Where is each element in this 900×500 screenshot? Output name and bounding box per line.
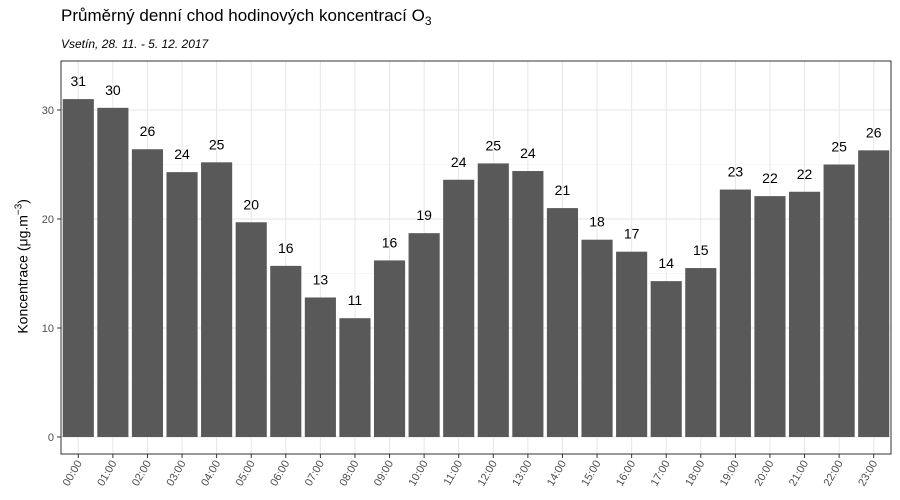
bar [201,162,233,437]
data-label: 23 [728,164,744,180]
data-label: 24 [520,145,536,161]
bar [754,196,786,437]
data-label: 18 [589,214,605,230]
data-label: 16 [278,240,294,256]
x-tick-label: 12:00 [476,458,500,488]
y-tick-label: 10 [42,323,54,335]
x-tick-label: 15:00 [579,459,603,489]
x-tick-label: 05:00 [234,459,258,489]
x-tick-label: 11:00 [442,459,466,488]
y-tick-label: 20 [42,214,54,226]
x-tick-label: 02:00 [130,459,154,489]
bar [685,268,717,437]
data-label: 22 [797,166,813,182]
bar [581,239,613,437]
bar [512,171,544,438]
data-label: 20 [243,196,259,212]
data-label: 21 [555,182,571,198]
x-tick-label: 08:00 [337,459,361,489]
bar [235,222,267,437]
x-tick-label: 09:00 [372,459,396,489]
bar [62,99,94,437]
data-label: 22 [762,170,778,186]
bar [616,251,648,437]
bar [131,149,164,438]
bar [788,191,821,437]
plot-border [60,60,892,455]
data-label: 25 [831,139,847,155]
data-label: 30 [105,82,121,98]
x-tick-label: 16:00 [614,459,638,489]
bar [650,281,682,437]
x-tick-label: 04:00 [199,459,223,489]
bar [97,107,129,437]
bar [858,150,890,437]
x-tick-label: 01:00 [95,459,119,489]
data-label: 14 [658,255,674,271]
bar [719,189,751,437]
data-label: 25 [209,136,225,152]
bar [304,297,336,437]
x-tick-label: 06:00 [268,459,292,489]
data-label: 31 [71,73,87,89]
bar [443,179,475,437]
x-tick-label: 07:00 [303,459,327,489]
x-tick-label: 14:00 [545,459,569,489]
x-tick-label: 19:00 [718,459,742,489]
plot-panel [61,61,891,454]
bar [823,164,855,437]
data-label: 26 [140,123,156,139]
x-tick-label: 23:00 [856,459,880,489]
data-label: 25 [486,137,502,153]
bar [339,318,371,437]
bar [408,233,440,437]
bar [166,172,198,437]
x-tick-label: 18:00 [683,459,707,489]
x-tick-label: 17:00 [649,459,673,489]
x-tick-label: 13:00 [510,459,534,489]
x-tick-label: 00:00 [61,459,85,489]
data-label: 11 [348,292,363,308]
bar [270,265,302,437]
x-tick-label: 22:00 [822,459,846,489]
x-tick-label: 21:00 [787,459,811,489]
x-tick-label: 20:00 [752,459,776,489]
chart-subtitle: Vsetín, 28. 11. - 5. 12. 2017 [61,37,209,51]
x-tick-label: 03:00 [164,459,188,489]
data-label: 19 [416,207,432,223]
data-label: 17 [624,226,640,242]
y-tick-label: 0 [48,432,54,444]
bar [373,260,406,437]
x-tick-label: 10:00 [407,459,431,489]
data-label: 13 [313,271,329,287]
chart-title: Průměrný denní chod hodinových koncentra… [61,6,432,28]
data-label: 24 [451,154,467,170]
data-label: 26 [866,124,882,140]
bar [477,163,509,437]
y-tick-label: 30 [42,105,54,117]
data-label: 16 [382,234,398,250]
bar [546,208,579,437]
data-label: 15 [693,242,709,258]
data-label: 24 [174,146,190,162]
